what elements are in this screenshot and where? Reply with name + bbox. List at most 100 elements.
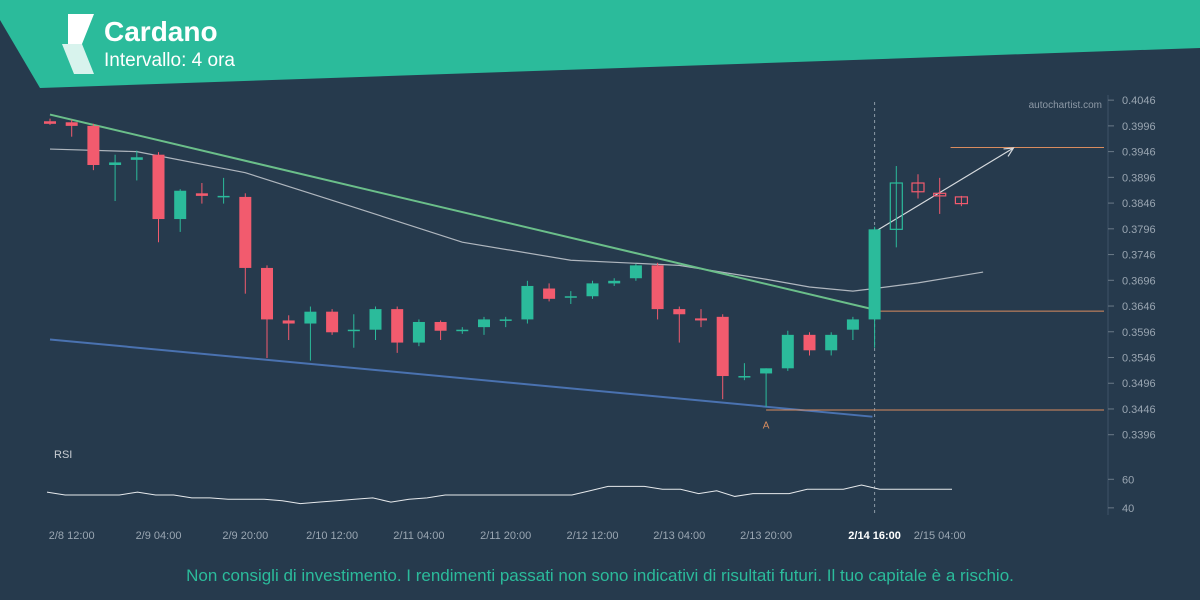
candle-up bbox=[347, 314, 360, 348]
candle-up bbox=[781, 330, 794, 371]
rsi-tick-label: 60 bbox=[1122, 474, 1134, 486]
candle-body bbox=[152, 154, 165, 220]
time-tick-label: 2/13 04:00 bbox=[653, 530, 705, 542]
candle-body bbox=[586, 283, 599, 297]
candle-up bbox=[456, 327, 469, 334]
candle-up bbox=[586, 280, 599, 299]
candle-down bbox=[716, 314, 729, 400]
resistance-trendline bbox=[49, 113, 873, 311]
price-tick-label: 0.3896 bbox=[1122, 172, 1156, 184]
candle-down bbox=[673, 306, 686, 343]
candle-down bbox=[282, 315, 295, 340]
price-tick-label: 0.3746 bbox=[1122, 250, 1156, 262]
candle-up bbox=[738, 363, 751, 381]
candle-up bbox=[369, 306, 382, 340]
header-band bbox=[0, 0, 1200, 88]
candle-down bbox=[65, 119, 78, 137]
candle-body bbox=[846, 319, 859, 330]
candle-down bbox=[87, 123, 100, 171]
candle-up bbox=[889, 166, 903, 248]
price-tick-label: 0.3946 bbox=[1122, 147, 1156, 159]
candle-down bbox=[954, 195, 969, 207]
price-tick-label: 0.3546 bbox=[1122, 353, 1156, 365]
candle-body bbox=[738, 376, 751, 378]
candle-up bbox=[217, 177, 230, 204]
candle-body bbox=[781, 334, 794, 369]
candle-body bbox=[933, 192, 947, 197]
candle-body bbox=[651, 265, 664, 310]
candle-body bbox=[716, 316, 729, 377]
time-tick-label: 2/13 20:00 bbox=[740, 530, 792, 542]
candle-down bbox=[933, 177, 947, 214]
candle-body bbox=[825, 334, 838, 351]
rsi-label: RSI bbox=[54, 449, 72, 461]
candle-up bbox=[608, 278, 621, 286]
time-tick-label: 2/14 16:00 bbox=[848, 530, 901, 542]
price-tick-label: 0.3446 bbox=[1122, 404, 1156, 416]
price-chart: autochartist.com A 0.4046 0.3996 0.3946 0.3… bbox=[44, 95, 1156, 542]
time-axis: 2/8 12:00 2/9 04:00 2/9 20:00 2/10 12:00 2/1… bbox=[49, 530, 966, 542]
candle-body bbox=[695, 318, 707, 321]
candle-up bbox=[499, 316, 512, 328]
candle-body bbox=[261, 267, 273, 320]
candle-body bbox=[239, 196, 252, 268]
candle-body bbox=[109, 162, 122, 165]
candle-body bbox=[478, 319, 490, 328]
rsi-tick-label: 40 bbox=[1122, 503, 1134, 515]
time-tick-label: 2/12 12:00 bbox=[567, 530, 619, 542]
candle-body bbox=[217, 195, 230, 198]
rsi-panel: RSI 60 40 bbox=[46, 449, 1134, 515]
candle-down bbox=[803, 332, 816, 356]
candle-body bbox=[803, 334, 816, 351]
time-tick-label: 2/9 20:00 bbox=[222, 530, 268, 542]
candle-down bbox=[44, 118, 56, 125]
watermark-text: autochartist.com bbox=[1029, 100, 1102, 111]
candle-body bbox=[87, 125, 100, 165]
candle-body bbox=[608, 280, 621, 284]
candle-down bbox=[434, 320, 447, 340]
time-tick-label: 2/10 12:00 bbox=[306, 530, 358, 542]
candle-up bbox=[521, 280, 534, 324]
candles-layer bbox=[44, 118, 969, 407]
time-tick-label: 2/11 04:00 bbox=[393, 530, 444, 542]
moving-average-line bbox=[49, 148, 984, 292]
candle-body bbox=[499, 319, 512, 321]
pattern-point-label: A bbox=[763, 421, 770, 432]
interval-subtitle: Intervallo: 4 ora bbox=[104, 50, 235, 71]
candle-body bbox=[868, 229, 881, 320]
price-tick-label: 0.3396 bbox=[1122, 430, 1156, 442]
candle-body bbox=[629, 265, 642, 279]
candle-up bbox=[304, 306, 317, 361]
candle-up bbox=[174, 189, 187, 232]
time-tick-label: 2/15 04:00 bbox=[914, 530, 966, 542]
candle-up bbox=[868, 226, 881, 348]
candle-body bbox=[44, 121, 56, 124]
candle-body bbox=[434, 321, 447, 331]
candle-down bbox=[326, 309, 339, 335]
moving-average-layer bbox=[49, 148, 984, 292]
candle-body bbox=[412, 321, 425, 343]
candle-body bbox=[521, 285, 534, 320]
candle-body bbox=[195, 193, 208, 196]
candle-up bbox=[109, 154, 122, 202]
candle-body bbox=[889, 182, 903, 230]
candle-down bbox=[543, 283, 556, 302]
candle-down bbox=[261, 265, 273, 359]
candle-down bbox=[239, 193, 252, 294]
risk-disclaimer: Non consigli di investimento. I rendimen… bbox=[186, 566, 1014, 585]
candle-up bbox=[130, 150, 143, 181]
candle-body bbox=[130, 157, 143, 160]
candle-down bbox=[391, 306, 404, 353]
candle-down bbox=[195, 183, 208, 204]
price-tick-label: 0.3496 bbox=[1122, 378, 1156, 390]
candle-body bbox=[543, 288, 556, 299]
candle-body bbox=[456, 329, 469, 332]
page-title: Cardano bbox=[104, 16, 218, 47]
price-axis: 0.4046 0.3996 0.3946 0.3896 0.3846 0.3796 0.37… bbox=[1108, 95, 1156, 442]
forecast-arrow-head-icon bbox=[1003, 147, 1015, 157]
candle-body bbox=[65, 122, 78, 126]
candle-up bbox=[846, 316, 859, 340]
candle-up bbox=[629, 263, 642, 281]
candle-down bbox=[911, 174, 925, 199]
